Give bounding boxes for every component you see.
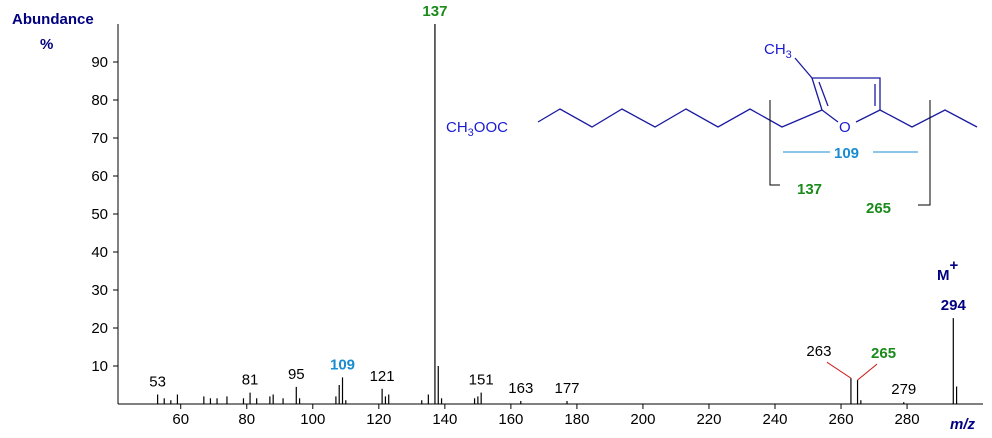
methyl-text: CH bbox=[764, 41, 786, 58]
x-tick-label: 80 bbox=[238, 411, 255, 428]
methyl-sub: 3 bbox=[786, 49, 792, 61]
fragment-marker bbox=[769, 100, 780, 186]
peak-label: 81 bbox=[242, 372, 259, 389]
ester-text: OOC bbox=[474, 119, 508, 136]
peak-label: 265 bbox=[871, 345, 896, 362]
ring-oxygen: O bbox=[839, 119, 851, 136]
y-tick-label: 50 bbox=[91, 206, 108, 223]
x-tick-label: 240 bbox=[762, 411, 787, 428]
fragment-label: 137 bbox=[797, 181, 822, 198]
fragment-label: 109 bbox=[834, 145, 859, 162]
y-tick-label: 60 bbox=[91, 168, 108, 185]
chain bbox=[537, 108, 823, 128]
x-tick-label: 140 bbox=[432, 411, 457, 428]
chain bbox=[879, 109, 978, 128]
x-tick-label: 120 bbox=[366, 411, 391, 428]
peak-label: 177 bbox=[554, 380, 579, 397]
fragment-marker bbox=[918, 100, 931, 206]
x-tick-label: 180 bbox=[564, 411, 589, 428]
molecular-ion-text: M bbox=[937, 267, 950, 284]
x-tick-label: 100 bbox=[300, 411, 325, 428]
peak-label: 53 bbox=[149, 374, 166, 391]
molecular-ion-sup: + bbox=[950, 257, 959, 274]
x-tick-label: 60 bbox=[172, 411, 189, 428]
peak-label: 163 bbox=[508, 380, 533, 397]
molecular-ion: M+ bbox=[937, 257, 959, 284]
x-axis-title: m/z bbox=[950, 416, 976, 433]
methyl-bond bbox=[794, 57, 813, 79]
x-tick-label: 160 bbox=[498, 411, 523, 428]
y-tick-label: 40 bbox=[91, 244, 108, 261]
ring-bond bbox=[821, 109, 839, 123]
peak-label: 279 bbox=[891, 381, 916, 398]
double-bond bbox=[818, 81, 829, 107]
y-tick-label: 10 bbox=[91, 358, 108, 375]
y-axis-title: % bbox=[40, 36, 53, 53]
y-tick-label: 30 bbox=[91, 282, 108, 299]
leader-line bbox=[857, 363, 878, 381]
fragment-label: 265 bbox=[866, 200, 891, 217]
ester-group: CH3OOC bbox=[446, 119, 508, 139]
peak-label: 95 bbox=[288, 366, 305, 383]
leader-line bbox=[826, 361, 852, 379]
y-tick-label: 20 bbox=[91, 320, 108, 337]
x-tick-label: 200 bbox=[630, 411, 655, 428]
peak-label: 151 bbox=[469, 372, 494, 389]
ester-text: CH bbox=[446, 119, 468, 136]
peak-label: 137 bbox=[422, 3, 447, 20]
methyl-group: CH3 bbox=[764, 41, 792, 61]
ring bbox=[811, 77, 881, 111]
ring-bond bbox=[855, 109, 881, 123]
y-tick-label: 70 bbox=[91, 130, 108, 147]
peak-label: 263 bbox=[806, 343, 831, 360]
y-tick-label: 90 bbox=[91, 54, 108, 71]
peak-label: 109 bbox=[330, 356, 355, 373]
structure bbox=[537, 57, 978, 206]
x-tick-label: 280 bbox=[895, 411, 920, 428]
ester-sub: 3 bbox=[468, 127, 474, 139]
peak-label: 121 bbox=[370, 368, 395, 385]
peak-label: 294 bbox=[941, 297, 967, 314]
y-tick-label: 80 bbox=[91, 92, 108, 109]
x-tick-label: 220 bbox=[696, 411, 721, 428]
y-axis-title: Abundance bbox=[12, 11, 94, 28]
x-tick-label: 260 bbox=[829, 411, 854, 428]
